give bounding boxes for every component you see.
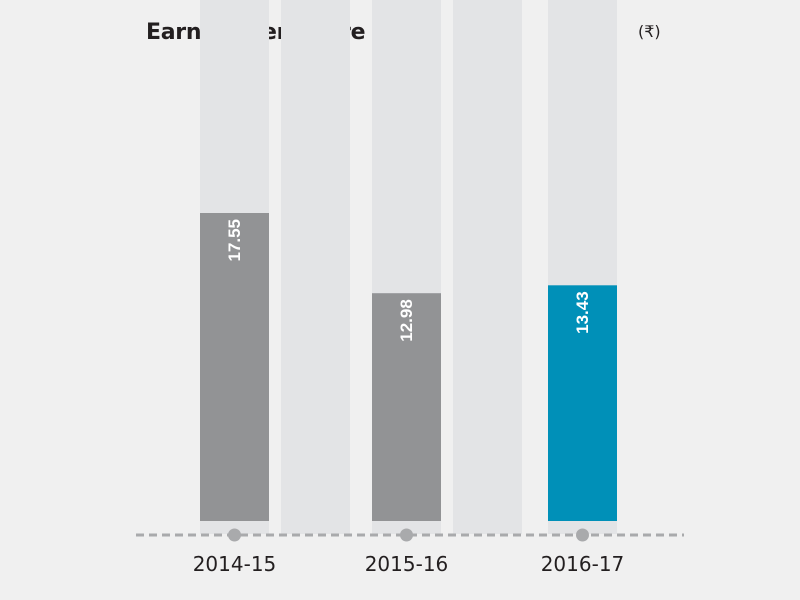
axis-marker-2015-16 — [400, 528, 413, 542]
bar-2014-15 — [200, 213, 269, 521]
track-column — [281, 0, 350, 534]
bar-2016-17 — [548, 285, 617, 521]
value-label-2014-15: 17.55 — [225, 219, 244, 262]
x-tick-label-2016-17: 2016-17 — [541, 552, 625, 576]
unit-label: (₹) — [638, 22, 661, 41]
value-label-2015-16: 12.98 — [397, 299, 416, 342]
track-column — [453, 0, 522, 534]
bar-2015-16 — [372, 293, 441, 521]
x-tick-label-2015-16: 2015-16 — [365, 552, 449, 576]
value-label-2016-17: 13.43 — [573, 291, 592, 334]
axis-marker-2014-15 — [228, 528, 241, 542]
x-tick-label-2014-15: 2014-15 — [193, 552, 277, 576]
axis-marker-2016-17 — [576, 528, 589, 542]
